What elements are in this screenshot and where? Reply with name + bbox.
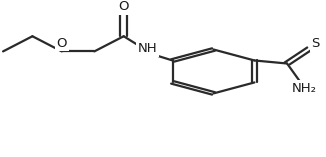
Text: S: S	[312, 37, 320, 50]
Text: NH₂: NH₂	[291, 81, 317, 95]
Text: O: O	[118, 0, 129, 13]
Text: NH: NH	[137, 42, 157, 55]
Text: O: O	[56, 37, 67, 50]
